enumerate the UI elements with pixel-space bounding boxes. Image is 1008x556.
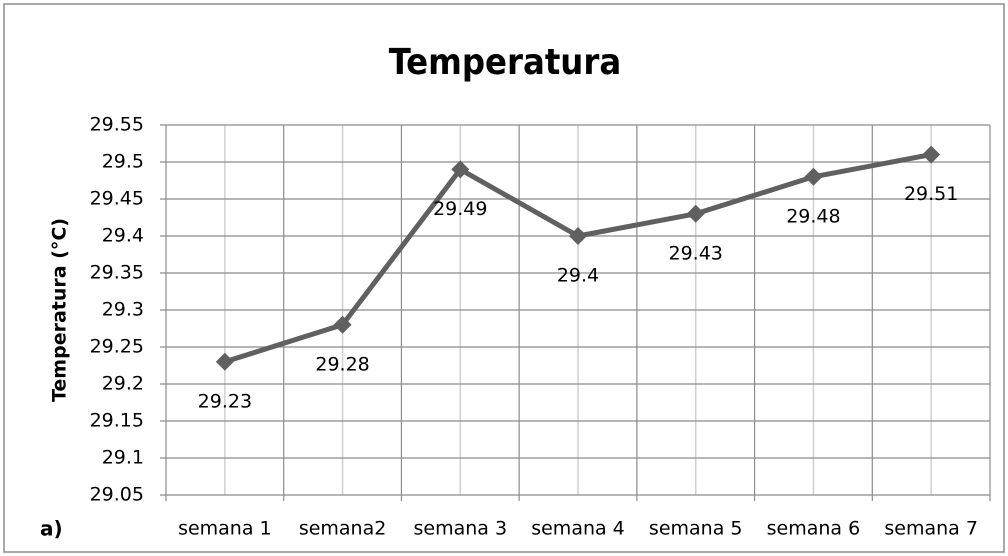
data-label: 29.23 <box>198 390 252 412</box>
chart-title: Temperatura <box>389 42 621 83</box>
marker <box>569 227 587 245</box>
x-tick-label: semana2 <box>299 518 387 540</box>
y-tick-label: 29.05 <box>90 484 144 506</box>
marker <box>922 145 941 164</box>
x-tick-label: semana 3 <box>414 518 508 540</box>
marker <box>451 160 470 179</box>
y-tick-label: 29.4 <box>102 225 144 247</box>
x-tick-label: semana 4 <box>531 518 625 540</box>
x-tick-label: semana 1 <box>178 518 272 540</box>
y-tick-label: 29.2 <box>102 373 144 395</box>
x-tick-label: semana 5 <box>649 518 743 540</box>
marker <box>804 167 823 186</box>
y-tick-label: 29.1 <box>102 447 144 469</box>
marker <box>333 315 352 334</box>
marker <box>686 204 705 223</box>
chart-frame <box>3 3 1005 553</box>
y-tick-label: 29.35 <box>90 262 144 284</box>
y-tick-label: 29.3 <box>102 299 144 321</box>
y-tick-label: 29.45 <box>90 188 144 210</box>
y-tick-label: 29.25 <box>90 336 144 358</box>
data-label: 29.28 <box>315 353 369 375</box>
x-tick-label: semana 7 <box>884 518 978 540</box>
y-tick-label: 29.5 <box>102 151 144 173</box>
y-tick-label: 29.15 <box>90 410 144 432</box>
y-tick-label: 29.55 <box>90 114 144 136</box>
data-label: 29.51 <box>904 183 958 205</box>
y-axis-label: Temperatura (°C) <box>49 218 71 402</box>
data-label: 29.43 <box>669 242 723 264</box>
annotation: a) <box>40 517 63 541</box>
x-tick-label: semana 6 <box>767 518 861 540</box>
marker <box>215 352 234 371</box>
data-label: 29.48 <box>786 205 840 227</box>
data-label: 29.49 <box>433 198 487 220</box>
data-label: 29.4 <box>557 265 599 287</box>
